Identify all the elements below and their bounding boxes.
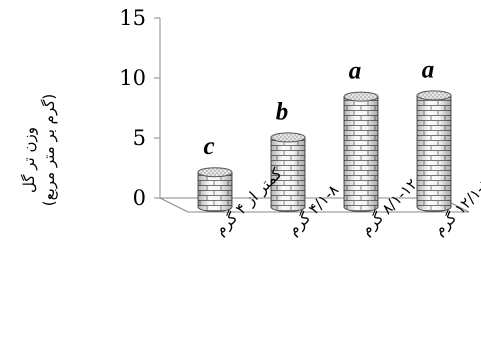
- bar-shading: [271, 137, 305, 212]
- y-tick-label: 15: [119, 6, 146, 30]
- data-label: a: [349, 58, 362, 85]
- bar: [343, 91, 379, 212]
- data-label: c: [203, 133, 214, 160]
- bar-shading: [417, 95, 451, 212]
- bar-top: [197, 167, 233, 178]
- bar-top: [343, 91, 379, 102]
- bar-top: [270, 132, 306, 143]
- bar: [197, 167, 233, 212]
- y-tick-label: 10: [119, 66, 146, 90]
- bar: [270, 132, 306, 212]
- bar: [416, 90, 452, 212]
- y-axis-label: وزن تر گل (گرم بر متر مربع): [20, 94, 58, 207]
- y-axis-label-line2: (گرم بر متر مربع): [40, 94, 58, 207]
- y-axis-label-line1: وزن تر گل: [20, 127, 38, 193]
- y-tick-label: 5: [133, 126, 146, 150]
- bar-shading: [198, 172, 232, 212]
- data-label: b: [276, 98, 289, 125]
- bar-shading: [344, 96, 378, 212]
- y-tick-label: 0: [133, 186, 146, 210]
- data-label: a: [422, 56, 435, 83]
- bar-top: [416, 90, 452, 101]
